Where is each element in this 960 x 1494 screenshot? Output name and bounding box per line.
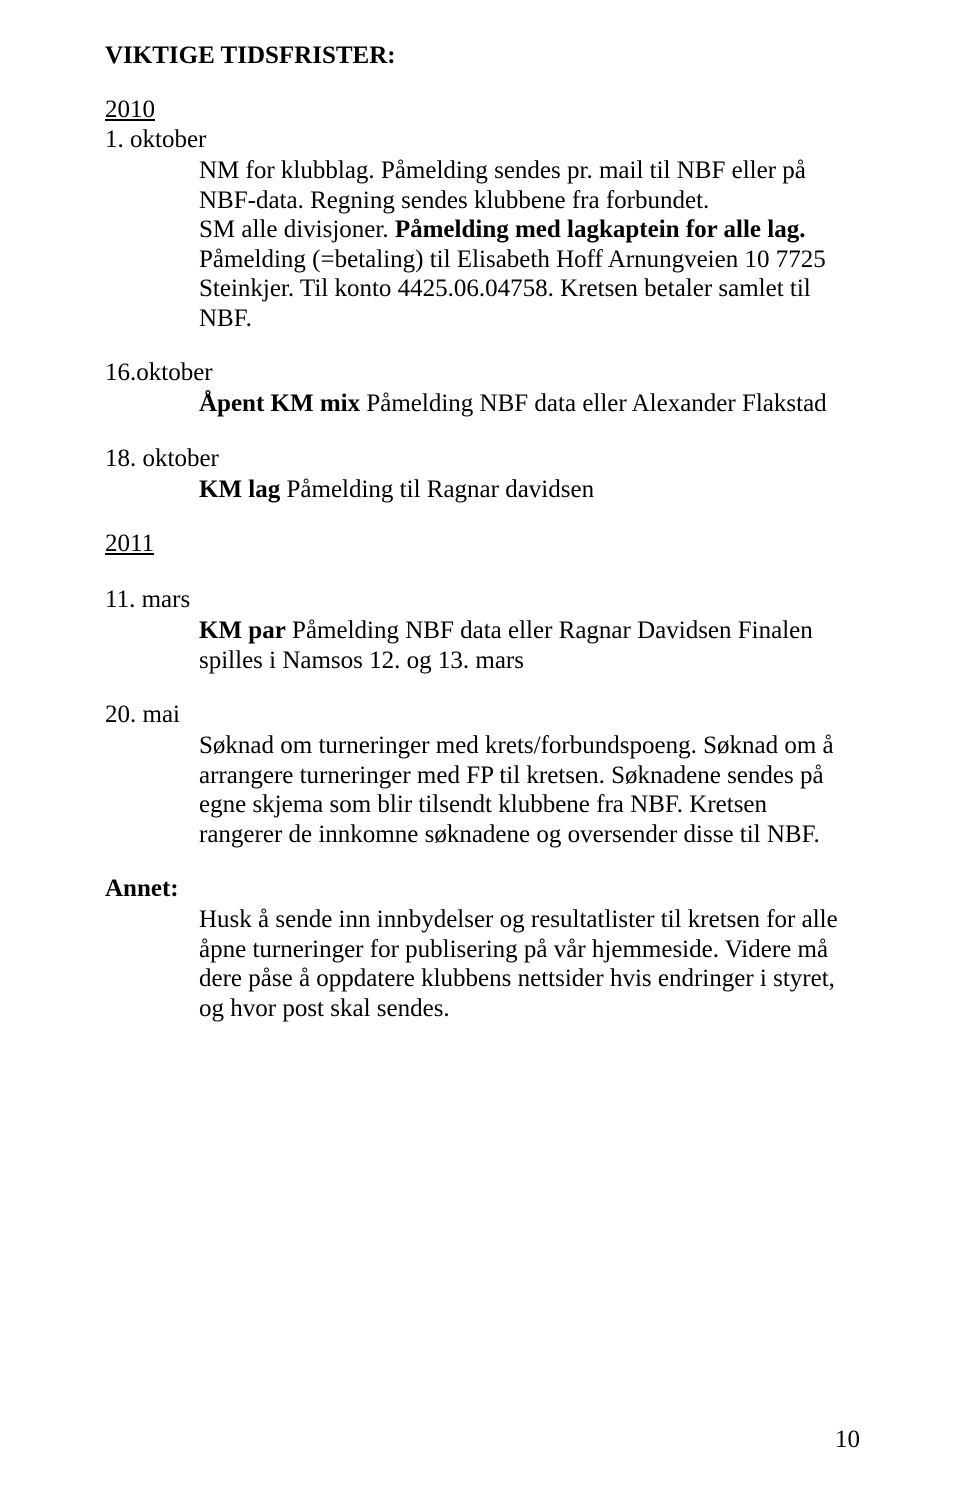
entry-text: NM for klubblag. Påmelding sendes pr. ma… [199,157,806,214]
entry-text: Påmelding til Ragnar davidsen [280,476,594,503]
entry-bold: KM lag [199,476,280,503]
entry-body-11-mars: KM par Påmelding NBF data eller Ragnar D… [199,616,855,675]
entry-body-20-mai: Søknad om turneringer med krets/forbunds… [199,731,855,849]
entry-date-16-okt: 16.oktober [105,359,855,387]
year-2010: 2010 [105,96,855,124]
entry-text: Husk å sende inn innbydelser og resultat… [199,906,838,1022]
entry-date-11-mars: 11. mars [105,586,855,614]
entry-text: SM alle divisjoner. [199,216,395,243]
page-number: 10 [835,1426,860,1454]
entry-text: Søknad om turneringer med krets/forbunds… [199,732,834,848]
entry-bold: KM par [199,617,286,644]
annet-label: Annet: [105,875,855,903]
main-heading: VIKTIGE TIDSFRISTER: [105,42,855,70]
entry-body-1-okt: NM for klubblag. Påmelding sendes pr. ma… [199,156,855,333]
entry-text: Påmelding NBF data eller Ragnar Davidsen… [199,617,813,674]
entry-text: Påmelding NBF data eller Alexander Flaks… [360,390,827,417]
entry-date-20-mai: 20. mai [105,701,855,729]
entry-date-1-okt: 1. oktober [105,126,855,154]
entry-bold: Påmelding med lagkaptein for alle lag. [395,216,806,243]
entry-bold: Åpent KM mix [199,390,360,417]
annet-body: Husk å sende inn innbydelser og resultat… [199,905,855,1023]
entry-body-18-okt: KM lag Påmelding til Ragnar davidsen [199,475,855,505]
entry-date-18-okt: 18. oktober [105,445,855,473]
entry-text: Påmelding (=betaling) til Elisabeth Hoff… [199,246,826,332]
year-2011: 2011 [105,530,855,558]
entry-body-16-okt: Åpent KM mix Påmelding NBF data eller Al… [199,389,855,419]
